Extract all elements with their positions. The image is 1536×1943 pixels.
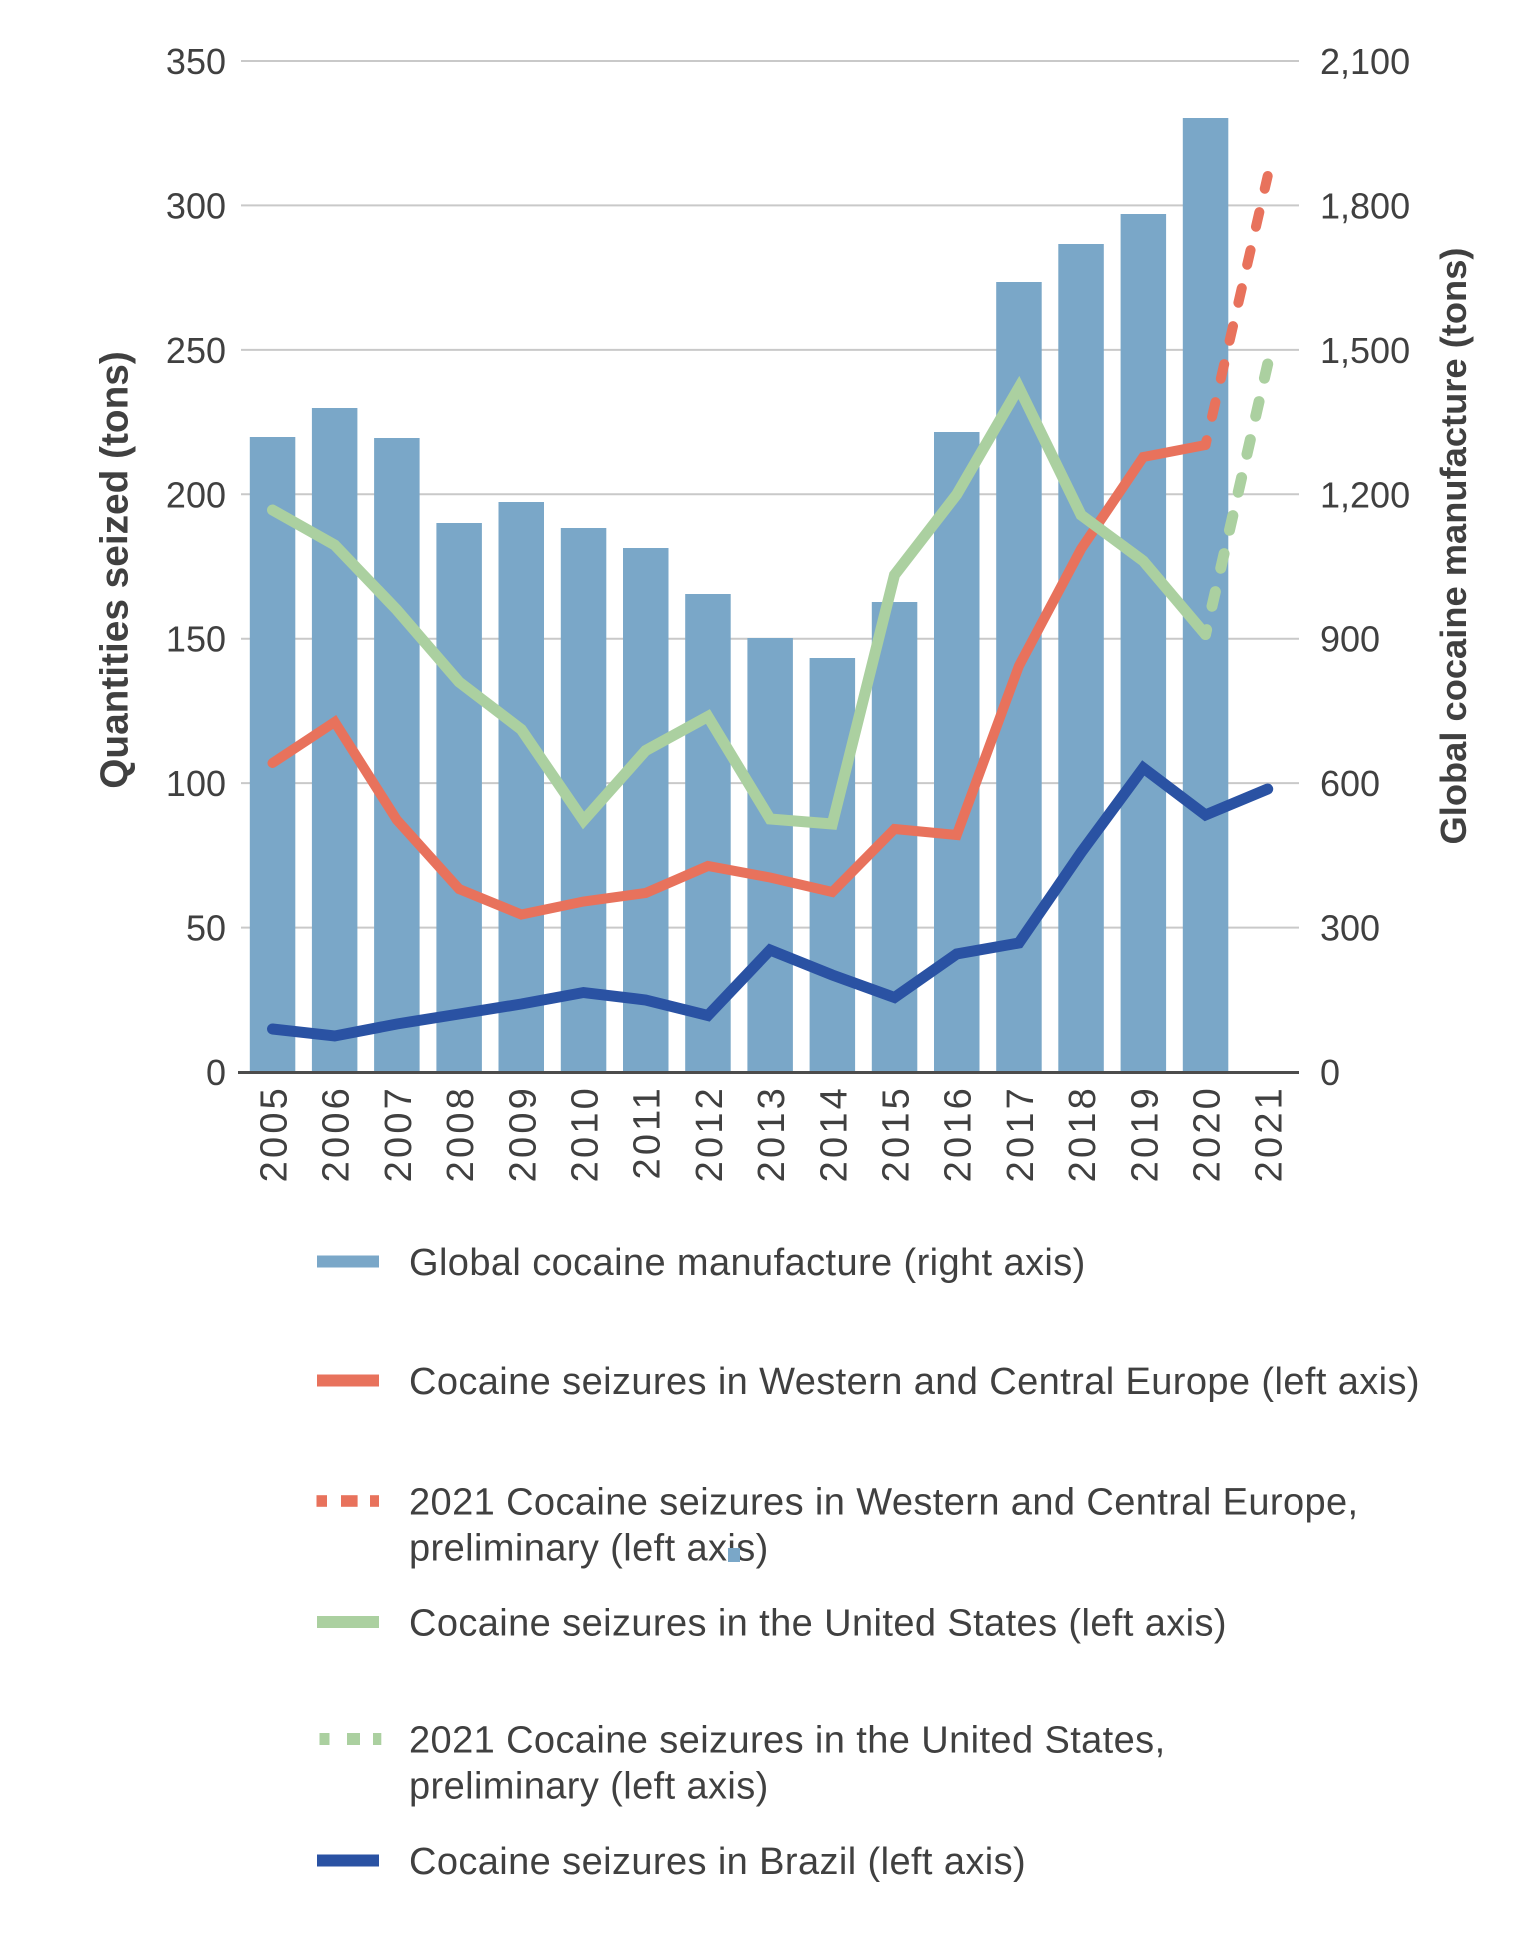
svg-text:600: 600: [1320, 763, 1380, 804]
svg-text:250: 250: [166, 330, 226, 371]
svg-text:Quantities seized (tons): Quantities seized (tons): [94, 351, 137, 789]
svg-text:Global cocaine manufacture (to: Global cocaine manufacture (tons): [1433, 248, 1474, 845]
svg-text:900: 900: [1320, 619, 1380, 660]
svg-text:150: 150: [166, 619, 226, 660]
svg-text:300: 300: [1320, 908, 1380, 949]
svg-text:2008: 2008: [440, 1085, 482, 1182]
svg-text:2020: 2020: [1187, 1085, 1229, 1182]
svg-text:2014: 2014: [813, 1085, 855, 1182]
svg-text:Cocaine seizures in the United: Cocaine seizures in the United States (l…: [409, 1603, 1227, 1645]
svg-text:preliminary (left axis): preliminary (left axis): [409, 1766, 769, 1808]
svg-text:2,100: 2,100: [1320, 41, 1410, 82]
svg-text:Cocaine seizures in Brazil (le: Cocaine seizures in Brazil (left axis): [409, 1841, 1026, 1883]
svg-text:2021: 2021: [1249, 1085, 1291, 1182]
svg-text:2021 Cocaine seizures in Weste: 2021 Cocaine seizures in Western and Cen…: [409, 1482, 1359, 1524]
svg-text:2012: 2012: [689, 1085, 731, 1182]
svg-text:2019: 2019: [1124, 1085, 1166, 1182]
svg-text:0: 0: [206, 1052, 226, 1093]
svg-text:Cocaine seizures in Western an: Cocaine seizures in Western and Central …: [409, 1361, 1420, 1403]
svg-text:2007: 2007: [378, 1085, 420, 1182]
svg-text:300: 300: [166, 185, 226, 226]
svg-text:2006: 2006: [316, 1085, 358, 1182]
svg-text:50: 50: [186, 908, 226, 949]
svg-text:2013: 2013: [751, 1085, 793, 1182]
svg-text:2009: 2009: [502, 1085, 544, 1182]
svg-text:preliminary (left axis): preliminary (left axis): [409, 1528, 769, 1570]
svg-text:2015: 2015: [876, 1085, 918, 1182]
svg-text:350: 350: [166, 41, 226, 82]
svg-text:2017: 2017: [1000, 1085, 1042, 1182]
svg-text:1,200: 1,200: [1320, 474, 1410, 515]
svg-text:2011: 2011: [627, 1085, 669, 1180]
svg-text:100: 100: [166, 763, 226, 804]
svg-text:1,800: 1,800: [1320, 185, 1410, 226]
svg-text:2005: 2005: [254, 1085, 296, 1182]
svg-text:2010: 2010: [565, 1085, 607, 1182]
svg-text:2021 Cocaine seizures in the U: 2021 Cocaine seizures in the United Stat…: [409, 1720, 1166, 1762]
svg-text:2016: 2016: [938, 1085, 980, 1182]
svg-text:200: 200: [166, 474, 226, 515]
svg-text:Global cocaine manufacture (ri: Global cocaine manufacture (right axis): [409, 1242, 1086, 1284]
svg-text:1,500: 1,500: [1320, 330, 1410, 371]
svg-text:0: 0: [1320, 1052, 1340, 1093]
svg-text:2018: 2018: [1062, 1085, 1104, 1182]
